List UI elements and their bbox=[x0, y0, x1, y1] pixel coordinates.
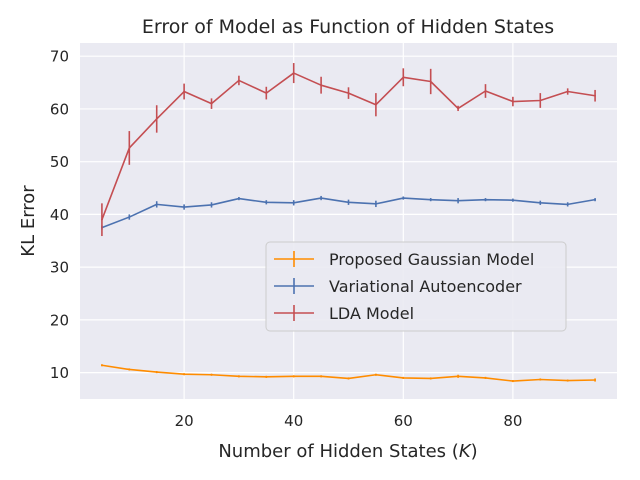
data-point bbox=[183, 206, 186, 208]
x-axis-title-suffix: ) bbox=[471, 441, 478, 462]
data-point bbox=[101, 218, 103, 221]
data-point bbox=[374, 202, 377, 205]
data-point bbox=[566, 203, 569, 206]
data-point bbox=[183, 373, 186, 376]
data-point bbox=[265, 201, 268, 204]
data-point bbox=[566, 379, 569, 382]
data-point bbox=[292, 201, 295, 204]
plot-background bbox=[80, 43, 617, 399]
data-point bbox=[457, 199, 459, 202]
y-tick-label: 30 bbox=[50, 259, 69, 277]
data-point bbox=[238, 375, 240, 378]
data-point bbox=[566, 90, 569, 93]
data-point bbox=[128, 368, 131, 371]
data-point bbox=[539, 99, 542, 102]
legend-label: LDA Model bbox=[329, 304, 414, 323]
x-tick-labels: 20 40 60 80 bbox=[175, 412, 523, 430]
data-point bbox=[320, 375, 323, 378]
data-point bbox=[511, 199, 514, 202]
y-tick-label: 50 bbox=[50, 153, 69, 171]
data-point bbox=[457, 107, 459, 110]
data-point bbox=[594, 379, 596, 381]
y-tick-label: 20 bbox=[50, 311, 69, 329]
data-point bbox=[347, 201, 350, 204]
data-point bbox=[347, 92, 350, 95]
x-axis-title: Number of Hidden States (K) bbox=[218, 441, 477, 462]
data-point bbox=[511, 380, 514, 382]
data-point bbox=[238, 197, 240, 200]
data-point bbox=[265, 375, 268, 378]
y-tick-label: 40 bbox=[50, 206, 69, 224]
data-point bbox=[292, 72, 295, 74]
data-point bbox=[594, 198, 596, 201]
data-point bbox=[128, 216, 131, 218]
data-point bbox=[292, 375, 295, 378]
data-point bbox=[210, 204, 213, 206]
data-point bbox=[429, 80, 432, 83]
data-point bbox=[320, 197, 323, 199]
data-point bbox=[320, 84, 323, 87]
x-tick-label: 60 bbox=[394, 412, 413, 430]
data-point bbox=[238, 79, 240, 82]
series-0 bbox=[101, 364, 596, 383]
data-point bbox=[457, 375, 459, 378]
data-point bbox=[374, 373, 377, 376]
data-point bbox=[210, 373, 213, 376]
x-tick-label: 80 bbox=[503, 412, 522, 430]
series-2 bbox=[101, 63, 596, 237]
data-point bbox=[183, 90, 186, 93]
x-tick-label: 40 bbox=[284, 412, 303, 430]
chart-title: Error of Model as Function of Hidden Sta… bbox=[142, 16, 554, 38]
legend-label: Proposed Gaussian Model bbox=[329, 250, 534, 269]
data-point bbox=[265, 92, 268, 95]
data-point bbox=[402, 377, 405, 379]
data-point bbox=[128, 147, 131, 149]
y-tick-label: 60 bbox=[50, 100, 69, 118]
data-point bbox=[402, 197, 405, 199]
data-point bbox=[210, 102, 213, 105]
data-point bbox=[594, 94, 596, 97]
data-point bbox=[155, 203, 158, 206]
data-point bbox=[402, 76, 405, 79]
y-axis-title: KL Error bbox=[18, 185, 39, 257]
data-point bbox=[155, 118, 158, 120]
data-point bbox=[539, 201, 542, 204]
data-point bbox=[484, 377, 487, 379]
x-axis-title-prefix: Number of Hidden States ( bbox=[218, 441, 458, 462]
x-tick-label: 20 bbox=[175, 412, 194, 430]
data-point bbox=[484, 90, 487, 92]
x-axis-title-variable: K bbox=[459, 441, 472, 462]
data-point bbox=[539, 378, 542, 381]
data-point bbox=[429, 198, 432, 201]
legend-label: Variational Autoencoder bbox=[329, 277, 522, 296]
data-point bbox=[155, 371, 158, 374]
y-tick-labels: 10 20 30 40 50 60 70 bbox=[50, 48, 69, 382]
legend: Proposed Gaussian Model Variational Autoe… bbox=[265, 241, 567, 332]
data-point bbox=[374, 103, 377, 106]
data-point bbox=[484, 198, 487, 201]
legend-frame bbox=[265, 241, 567, 332]
data-point bbox=[347, 377, 350, 380]
data-point bbox=[101, 364, 103, 367]
series-layer bbox=[101, 63, 596, 383]
y-tick-label: 70 bbox=[50, 48, 69, 66]
data-point bbox=[429, 377, 432, 380]
data-point bbox=[511, 100, 514, 103]
y-tick-label: 10 bbox=[50, 364, 69, 382]
